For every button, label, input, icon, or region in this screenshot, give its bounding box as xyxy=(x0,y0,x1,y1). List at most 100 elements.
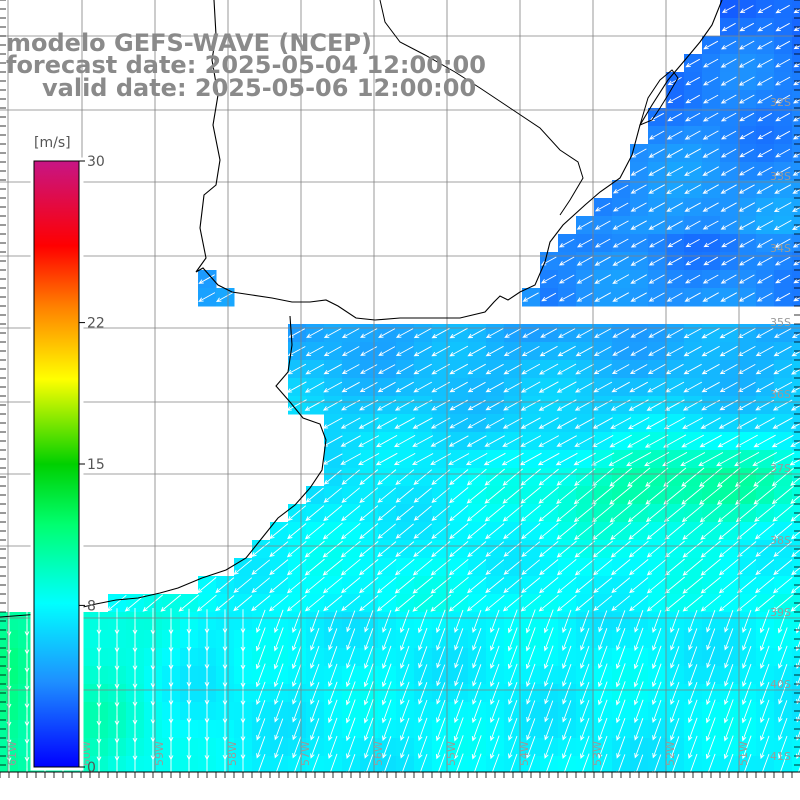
wind-arrow xyxy=(544,663,554,687)
wind-arrow xyxy=(346,645,356,669)
wind-arrow xyxy=(790,603,800,612)
wind-arrow xyxy=(720,94,737,104)
wind-arrow xyxy=(652,736,662,759)
wind-arrow xyxy=(634,699,644,724)
wind-arrow xyxy=(716,485,741,505)
wind-arrow xyxy=(467,363,486,375)
wind-arrow xyxy=(556,522,578,540)
wind-arrow xyxy=(774,184,792,194)
wind-arrow xyxy=(340,558,361,576)
wind-arrow xyxy=(198,292,216,302)
wind-arrow xyxy=(721,130,737,140)
wind-arrow xyxy=(652,645,662,670)
wind-arrow xyxy=(647,381,667,393)
wind-arrow xyxy=(756,256,773,266)
wind-arrow xyxy=(310,645,320,669)
wind-arrow xyxy=(341,487,361,503)
wind-arrow xyxy=(580,663,590,688)
wind-arrow xyxy=(323,346,342,357)
wind-arrow xyxy=(310,681,320,705)
wind-arrow xyxy=(791,567,800,576)
wind-arrow xyxy=(170,752,172,772)
wind-arrow xyxy=(773,345,792,357)
wind-arrow xyxy=(467,381,486,393)
wind-arrow xyxy=(753,434,776,448)
wind-arrow xyxy=(377,487,397,503)
wind-arrow xyxy=(665,346,684,356)
wind-arrow xyxy=(471,753,482,772)
wind-arrow xyxy=(724,664,734,687)
wind-arrow xyxy=(449,523,469,540)
wind-arrow xyxy=(395,364,414,375)
wind-arrow xyxy=(292,663,302,688)
wind-arrow xyxy=(520,417,541,429)
wind-arrow xyxy=(664,540,685,558)
wind-arrow xyxy=(615,681,626,706)
wind-arrow xyxy=(630,346,648,356)
wind-arrow xyxy=(430,576,451,594)
wind-arrow xyxy=(418,753,428,772)
wind-arrow xyxy=(364,610,374,633)
wind-arrow xyxy=(556,435,577,447)
wind-arrow xyxy=(328,699,338,724)
wind-arrow xyxy=(682,522,704,540)
wind-arrow xyxy=(304,522,325,540)
wind-arrow xyxy=(395,469,415,485)
wind-arrow xyxy=(652,718,662,741)
wind-arrow xyxy=(472,609,482,633)
wind-arrow xyxy=(703,40,719,50)
wind-arrow xyxy=(738,58,755,68)
wind-arrow xyxy=(454,646,464,669)
wind-arrow xyxy=(341,381,360,393)
wind-arrow xyxy=(700,540,721,558)
wind-arrow xyxy=(685,256,701,266)
wind-arrow xyxy=(346,628,356,651)
wind-arrow xyxy=(413,363,432,375)
wind-arrow xyxy=(538,504,559,522)
wind-arrow xyxy=(792,117,800,122)
wind-arrow xyxy=(538,541,559,558)
wind-arrow xyxy=(395,381,414,393)
wind-arrow xyxy=(720,274,737,284)
wind-arrow xyxy=(485,541,505,557)
wind-arrow xyxy=(467,417,487,429)
wind-arrow xyxy=(702,166,720,176)
wind-arrow xyxy=(448,558,469,576)
wind-arrow xyxy=(616,610,626,633)
wind-arrow xyxy=(575,595,595,612)
wind-arrow xyxy=(630,328,647,338)
wind-arrow xyxy=(615,699,626,724)
wind-arrow xyxy=(648,328,666,338)
wind-arrow xyxy=(466,486,487,504)
wind-arrow xyxy=(755,559,775,576)
wind-arrow xyxy=(454,609,464,633)
wind-arrow xyxy=(760,663,770,687)
wind-arrow xyxy=(720,202,737,212)
wind-arrow xyxy=(453,735,464,760)
wind-arrow xyxy=(376,417,397,429)
wind-arrow xyxy=(26,750,28,772)
wind-arrow xyxy=(681,485,705,505)
wind-arrow xyxy=(255,663,266,688)
wind-arrow xyxy=(627,504,650,523)
wind-arrow xyxy=(593,363,612,375)
wind-arrow xyxy=(646,594,667,612)
wind-arrow xyxy=(256,718,266,741)
wind-arrow xyxy=(630,238,647,248)
wind-arrow xyxy=(721,40,737,50)
wind-arrow xyxy=(544,718,554,741)
wind-arrow xyxy=(756,76,773,86)
wind-arrow xyxy=(467,345,486,357)
wind-arrow xyxy=(305,505,325,522)
wind-arrow xyxy=(664,576,685,594)
wind-arrow xyxy=(304,540,325,558)
wind-arrow xyxy=(757,112,773,122)
wind-arrow xyxy=(538,381,559,393)
wind-arrow xyxy=(322,540,343,558)
wind-arrow xyxy=(526,682,536,705)
wind-arrow xyxy=(791,333,800,338)
wind-arrow xyxy=(430,594,452,612)
wind-arrow xyxy=(670,717,680,741)
wind-arrow xyxy=(525,645,536,670)
